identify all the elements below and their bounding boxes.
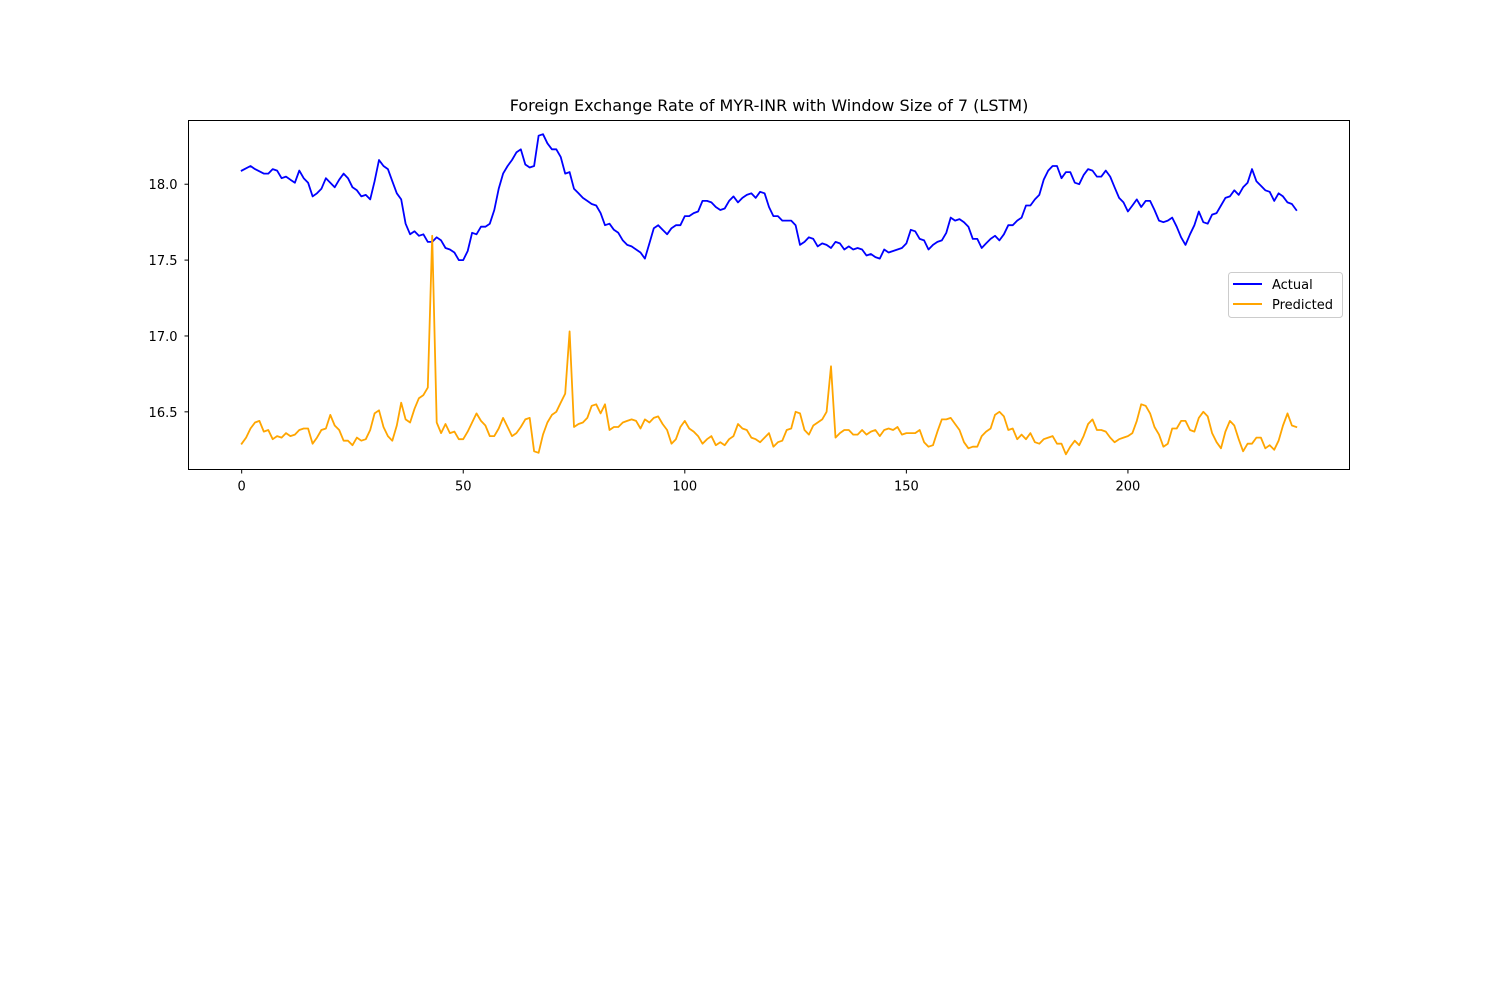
y-tick-label: 18.0 bbox=[149, 178, 178, 193]
series-line-predicted bbox=[240, 234, 1298, 456]
legend-label-actual: Actual bbox=[1272, 278, 1313, 293]
y-axis: 16.5 17.0 17.5 18.0 bbox=[149, 178, 189, 421]
x-tick-label: 100 bbox=[672, 480, 697, 495]
legend: Actual Predicted bbox=[1228, 272, 1343, 318]
x-axis: 0 50 100 150 200 bbox=[238, 469, 1141, 495]
x-tick-label: 150 bbox=[894, 480, 919, 495]
legend-label-predicted: Predicted bbox=[1272, 298, 1333, 313]
x-tick-label: 200 bbox=[1116, 480, 1141, 495]
series-line-actual bbox=[240, 133, 1298, 262]
plot-frame bbox=[188, 120, 1350, 470]
x-tick-label: 0 bbox=[238, 480, 246, 495]
y-tick-label: 17.5 bbox=[149, 254, 178, 269]
y-tick-label: 16.5 bbox=[149, 406, 178, 421]
series-layer bbox=[240, 133, 1298, 456]
x-tick-label: 50 bbox=[455, 480, 472, 495]
chart-title: Foreign Exchange Rate of MYR-INR with Wi… bbox=[510, 96, 1029, 115]
y-tick-label: 17.0 bbox=[149, 330, 178, 345]
